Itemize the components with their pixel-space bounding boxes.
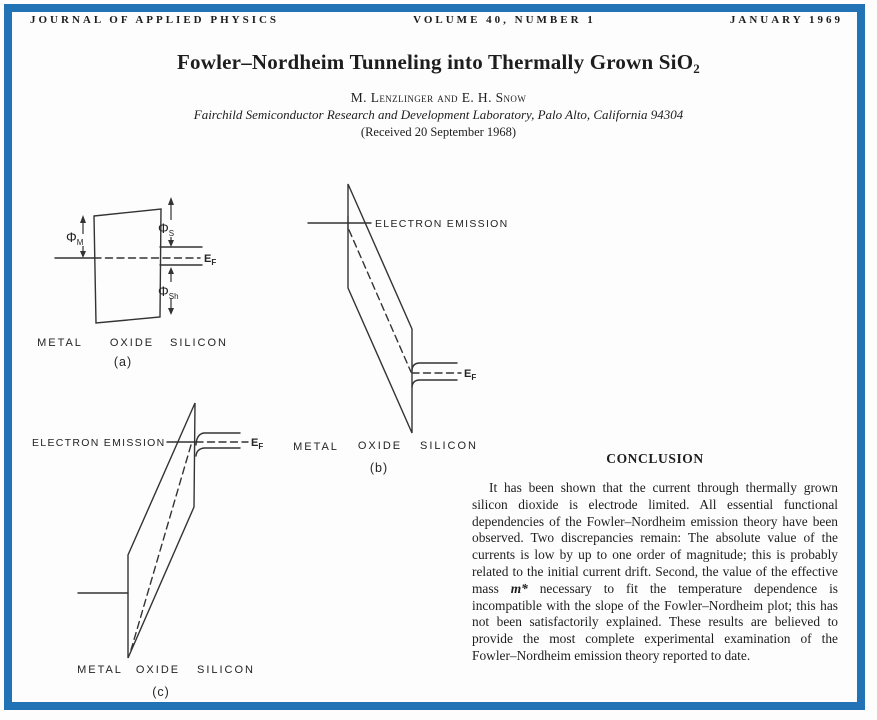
- conclusion-paragraph: It has been shown that the current throu…: [472, 480, 838, 665]
- metal-region-label: METAL: [37, 337, 83, 349]
- conclusion-text-part2: necessary to fit the temperature depende…: [472, 580, 838, 663]
- oxide-region-label: OXIDE: [110, 337, 154, 349]
- fermi-level-label: EF: [464, 368, 476, 382]
- figure-c-caption: (c): [152, 685, 170, 699]
- phi-sh-down-arrowhead: [168, 308, 174, 315]
- metal-region-label: METAL: [77, 664, 123, 676]
- fermi-level-label: EF: [251, 437, 263, 451]
- tunneling-dashed-line: [130, 444, 192, 651]
- phi-sh-label: ΦSh: [158, 284, 179, 301]
- received-date-line: (Received 20 September 1968): [360, 125, 517, 139]
- phi-m-label: ΦM: [66, 230, 84, 247]
- journal-volume: VOLUME 40, NUMBER 1: [413, 14, 596, 26]
- tilted-oxide-barrier-outline: [347, 183, 413, 434]
- figure-c-band-diagram: ELECTRON EMISSION EF METAL OXIDE SILICON…: [32, 402, 263, 699]
- oxide-region-label: OXIDE: [136, 664, 180, 676]
- silicon-region-label: SILICON: [420, 440, 478, 452]
- affiliation-line: Fairchild Semiconductor Research and Dev…: [193, 107, 684, 122]
- effective-mass-symbol: m*: [510, 580, 528, 596]
- conclusion-heading: CONCLUSION: [606, 451, 704, 466]
- figure-b-caption: (b): [370, 461, 388, 475]
- phi-m-up-arrowhead: [80, 215, 86, 223]
- electron-emission-label: ELECTRON EMISSION: [375, 218, 509, 230]
- tunneling-dashed-line: [348, 229, 412, 373]
- authors-line: M. Lenzlinger and E. H. Snow: [350, 90, 527, 105]
- silicon-region-label: SILICON: [197, 664, 255, 676]
- silicon-conduction-band: [195, 432, 241, 446]
- electron-emission-label: ELECTRON EMISSION: [32, 437, 166, 449]
- phi-s-label: ΦS: [158, 221, 174, 238]
- silicon-valence-band: [195, 447, 241, 457]
- tilted-oxide-barrier-outline: [127, 402, 196, 659]
- metal-region-label: METAL: [293, 441, 339, 453]
- silicon-valence-band: [411, 379, 458, 388]
- journal-date: JANUARY 1969: [729, 14, 843, 26]
- figure-a-band-diagram: ΦM ΦS EF ΦSh METAL OXIDE SILICON (a): [37, 197, 228, 369]
- article-title-subscript: 2: [693, 61, 700, 76]
- fermi-level-label: EF: [204, 253, 216, 267]
- figure-a-caption: (a): [114, 355, 132, 369]
- silicon-region-label: SILICON: [170, 337, 228, 349]
- article-title-text: Fowler–Nordheim Tunneling into Thermally…: [177, 50, 694, 74]
- figure-b-band-diagram: ELECTRON EMISSION EF METAL OXIDE SILICON…: [293, 183, 509, 475]
- phi-sh-up-arrowhead: [168, 267, 174, 274]
- oxide-region-label: OXIDE: [358, 440, 402, 452]
- phi-s-down-arrowhead: [168, 240, 174, 247]
- phi-s-up-arrowhead: [168, 197, 174, 205]
- phi-m-down-arrowhead: [80, 251, 86, 258]
- journal-name: JOURNAL OF APPLIED PHYSICS: [30, 14, 280, 26]
- journal-header: JOURNAL OF APPLIED PHYSICS VOLUME 40, NU…: [30, 14, 843, 26]
- oxide-barrier-outline: [93, 208, 162, 324]
- conclusion-section: CONCLUSION It has been shown that the cu…: [472, 451, 838, 665]
- conclusion-text-part1: It has been shown that the current throu…: [472, 480, 838, 596]
- silicon-conduction-band: [411, 362, 458, 371]
- article-title: Fowler–Nordheim Tunneling into Thermally…: [50, 50, 827, 77]
